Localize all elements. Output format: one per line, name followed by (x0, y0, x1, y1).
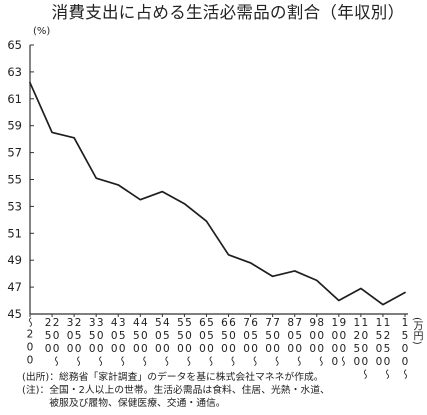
y-tick-label: 53 (7, 199, 22, 213)
y-tick-label: 45 (7, 307, 22, 321)
note-label: (注)： (22, 385, 50, 396)
series-group (29, 81, 406, 306)
note-line-1: 全国・2人以上の世帯。生活必需品は食料、住居、光熱・水道、 (49, 385, 330, 396)
y-tick-label: 61 (7, 92, 22, 106)
y-tick-label: 59 (7, 119, 22, 133)
x-axis-unit-label: (万円) (411, 317, 422, 345)
axes-group (29, 45, 408, 315)
y-axis-unit-label: (%) (33, 26, 51, 37)
series-line (29, 81, 406, 306)
x-ticks-group (29, 314, 406, 317)
y-tick-label: 47 (7, 280, 22, 294)
y-tick-label: 65 (7, 38, 22, 52)
footnotes: (出所)：総務省「家計調査」のデータを基に株式会社マネネが作成。 (注)： 全国… (22, 371, 330, 410)
y-tick-label: 51 (7, 226, 22, 240)
y-tick-label: 63 (7, 65, 22, 79)
y-tick-label: 57 (7, 146, 22, 160)
y-tick-label: 49 (7, 253, 22, 267)
note-row: (注)： 全国・2人以上の世帯。生活必需品は食料、住居、光熱・水道、 被服及び履… (22, 384, 330, 410)
y-tick-label: 55 (7, 173, 22, 187)
note-line-2: 被服及び履物、保健医療、交通・通信。 (49, 398, 226, 409)
line-chart: 45 47 49 51 53 55 57 59 61 63 65 (7, 38, 408, 321)
y-ticks-group: 45 47 49 51 53 55 57 59 61 63 65 (7, 38, 34, 321)
source-note: (出所)：総務省「家計調査」のデータを基に株式会社マネネが作成。 (22, 372, 324, 383)
note-body: 全国・2人以上の世帯。生活必需品は食料、住居、光熱・水道、 被服及び履物、保健医… (49, 384, 330, 410)
chart-title: 消費支出に占める生活必需品の割合（年収別） (51, 3, 405, 22)
